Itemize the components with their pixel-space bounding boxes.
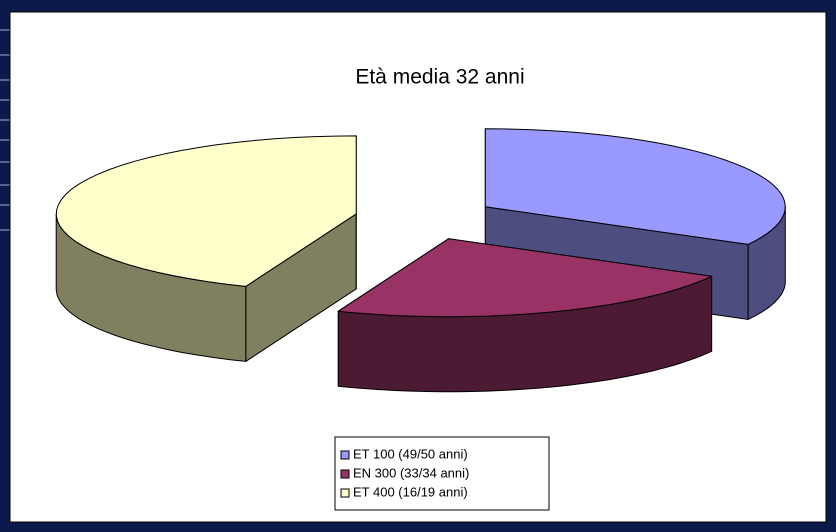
pie xyxy=(55,128,786,393)
slice xyxy=(484,128,786,245)
legend-swatch xyxy=(340,488,350,498)
chart-title: Età media 32 anni xyxy=(355,66,524,89)
legend-label: ET 100 (49/50 anni) xyxy=(353,446,468,461)
slice xyxy=(337,238,713,318)
legend-items: ET 100 (49/50 anni) EN 300 (33/34 anni) ET… xyxy=(340,446,469,499)
legend-swatch xyxy=(340,450,350,460)
table-edge xyxy=(0,29,10,231)
legend-label: EN 300 (33/34 anni) xyxy=(353,465,469,480)
slice xyxy=(55,135,357,287)
legend-label: ET 400 (16/19 anni) xyxy=(353,484,468,499)
legend-swatch xyxy=(340,469,350,479)
legend xyxy=(334,436,550,511)
